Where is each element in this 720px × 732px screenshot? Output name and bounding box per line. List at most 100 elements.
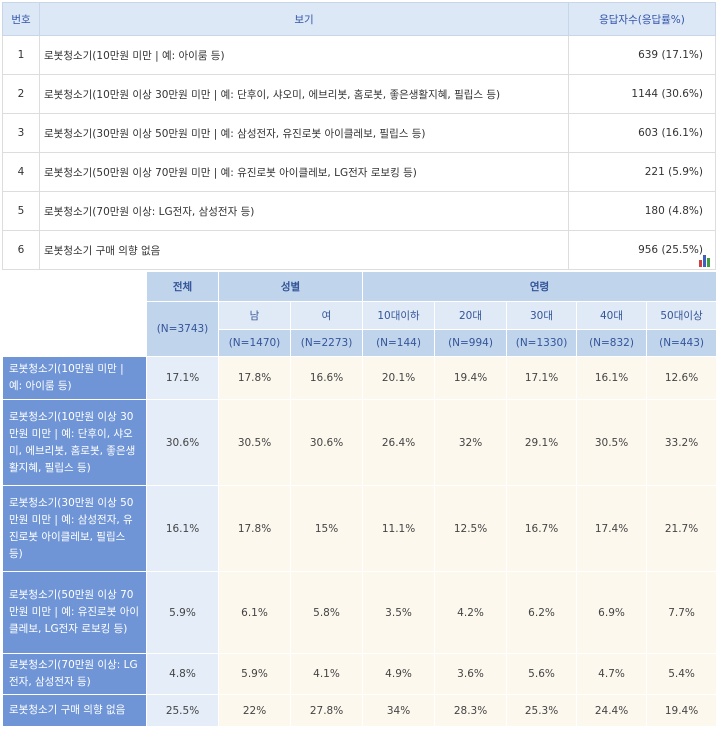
cell-value: 7.7%	[646, 571, 718, 654]
cell-value: 32%	[434, 399, 508, 486]
cell-value: 22%	[218, 694, 291, 727]
column-n: (N=832)	[576, 329, 648, 357]
row-label: 로봇청소기(10만원 이상 30만원 미만 | 예: 단후이, 샤오미, 에브리…	[2, 399, 147, 486]
summary-count: 180 (4.8%)	[568, 191, 716, 231]
total-header: 전체	[146, 271, 219, 302]
summary-option: 로봇청소기 구매 의향 없음	[39, 230, 569, 270]
crosstab-row: 로봇청소기 구매 의향 없음 25.5% 22% 27.8% 34% 28.3% 25.3%…	[2, 694, 718, 727]
cell-value: 33.2%	[646, 399, 718, 486]
age-header: 연령	[362, 271, 718, 302]
cell-value: 4.7%	[576, 653, 648, 695]
column-label: 50대이상	[646, 301, 718, 330]
row-label: 로봇청소기(50만원 이상 70만원 미만 | 예: 유진로봇 아이클레보, L…	[2, 571, 147, 654]
cell-value: 25.3%	[506, 694, 578, 727]
cell-value: 6.9%	[576, 571, 648, 654]
summary-row: 5 로봇청소기(70만원 이상: LG전자, 삼성전자 등) 180 (4.8%)	[2, 191, 716, 231]
cell-value: 5.4%	[646, 653, 718, 695]
summary-option: 로봇청소기(10만원 이상 30만원 미만 | 예: 단후이, 샤오미, 에브리…	[39, 74, 569, 114]
row-label: 로봇청소기 구매 의향 없음	[2, 694, 147, 727]
summary-count: 221 (5.9%)	[568, 152, 716, 192]
cell-value: 19.4%	[646, 694, 718, 727]
total-value: 30.6%	[146, 399, 219, 486]
column-n: (N=144)	[362, 329, 436, 357]
crosstab-label-row: (N=3743) 남 여 10대이하 20대 30대 40대 50대이상	[3, 301, 718, 357]
column-label: 40대	[576, 301, 648, 330]
summary-row: 3 로봇청소기(30만원 이상 50만원 미만 | 예: 삼성전자, 유진로봇 아…	[2, 113, 716, 153]
cell-value: 26.4%	[362, 399, 436, 486]
cell-value: 17.8%	[218, 356, 291, 400]
summary-no: 3	[2, 113, 40, 153]
total-value: 4.8%	[146, 653, 219, 695]
crosstab-row: 로봇청소기(10만원 이상 30만원 미만 | 예: 단후이, 샤오미, 에브리…	[2, 399, 718, 486]
column-label: 20대	[434, 301, 508, 330]
column-label: 30대	[506, 301, 578, 330]
summary-no: 6	[2, 230, 40, 270]
summary-row: 1 로봇청소기(10만원 미만 | 예: 아이룸 등) 639 (17.1%)	[2, 35, 716, 75]
cell-value: 17.4%	[576, 485, 648, 572]
summary-count: 1144 (30.6%)	[568, 74, 716, 114]
cell-value: 21.7%	[646, 485, 718, 572]
header-no: 번호	[2, 2, 40, 36]
total-value: 16.1%	[146, 485, 219, 572]
column-n: (N=2273)	[289, 329, 364, 357]
summary-no: 4	[2, 152, 40, 192]
summary-option: 로봇청소기(70만원 이상: LG전자, 삼성전자 등)	[39, 191, 569, 231]
cell-value: 11.1%	[362, 485, 436, 572]
crosstab-row: 로봇청소기(30만원 이상 50만원 미만 | 예: 삼성전자, 유진로봇 아이…	[2, 485, 718, 572]
summary-no: 2	[2, 74, 40, 114]
cell-value: 27.8%	[289, 694, 364, 727]
cell-value: 4.9%	[362, 653, 436, 695]
crosstab-row: 로봇청소기(50만원 이상 70만원 미만 | 예: 유진로봇 아이클레보, L…	[2, 571, 718, 654]
header-count: 응답자수(응답률%)	[568, 2, 716, 36]
summary-option: 로봇청소기(50만원 이상 70만원 미만 | 예: 유진로봇 아이클레보, L…	[39, 152, 569, 192]
cell-value: 17.1%	[506, 356, 578, 400]
cell-value: 3.6%	[434, 653, 508, 695]
column-n: (N=994)	[434, 329, 508, 357]
cell-value: 30.5%	[218, 399, 291, 486]
total-value: 5.9%	[146, 571, 219, 654]
summary-row: 2 로봇청소기(10만원 이상 30만원 미만 | 예: 단후이, 샤오미, 에브…	[2, 74, 716, 114]
total-n: (N=3743)	[146, 301, 219, 357]
cell-value: 29.1%	[506, 399, 578, 486]
total-value: 17.1%	[146, 356, 219, 400]
column-n: (N=1470)	[218, 329, 291, 357]
cell-value: 4.2%	[434, 571, 508, 654]
column-n: (N=1330)	[506, 329, 578, 357]
row-label: 로봇청소기(10만원 미만 | 예: 아이룸 등)	[2, 356, 147, 400]
cell-value: 19.4%	[434, 356, 508, 400]
column-label: 남	[218, 301, 291, 330]
crosstab-row: 로봇청소기(70만원 이상: LG전자, 삼성전자 등) 4.8% 5.9% 4.1%…	[2, 653, 718, 695]
cell-value: 5.8%	[289, 571, 364, 654]
cell-value: 3.5%	[362, 571, 436, 654]
header-option: 보기	[39, 2, 569, 36]
crosstab-group-row: 전체 성별 연령	[2, 271, 718, 357]
crosstab-n-row: (N=1470) (N=2273) (N=144) (N=994) (N=1330) (N…	[3, 329, 718, 357]
cell-value: 6.1%	[218, 571, 291, 654]
corner-blank	[2, 271, 147, 357]
total-value: 25.5%	[146, 694, 219, 727]
summary-no: 5	[2, 191, 40, 231]
column-label: 10대이하	[362, 301, 436, 330]
cell-value: 30.5%	[576, 399, 648, 486]
cell-value: 30.6%	[289, 399, 364, 486]
bar-chart-icon[interactable]	[698, 255, 712, 267]
cell-value: 12.5%	[434, 485, 508, 572]
cell-value: 6.2%	[506, 571, 578, 654]
gender-header: 성별	[217, 271, 364, 302]
column-n: (N=443)	[646, 329, 718, 357]
cell-value: 5.9%	[218, 653, 291, 695]
cell-value: 5.6%	[506, 653, 578, 695]
summary-count: 639 (17.1%)	[568, 35, 716, 75]
cell-value: 16.6%	[289, 356, 364, 400]
cell-value: 20.1%	[362, 356, 436, 400]
cell-value: 24.4%	[576, 694, 648, 727]
row-label: 로봇청소기(30만원 이상 50만원 미만 | 예: 삼성전자, 유진로봇 아이…	[2, 485, 147, 572]
cell-value: 15%	[289, 485, 364, 572]
summary-no: 1	[2, 35, 40, 75]
crosstab-table: 전체 성별 연령 (N=3743) 남 여 10대이하 20대 30대 40대 50대이상 …	[2, 271, 718, 727]
summary-row: 6 로봇청소기 구매 의향 없음 956 (25.5%)	[2, 230, 716, 270]
cell-value: 16.1%	[576, 356, 648, 400]
summary-option: 로봇청소기(10만원 미만 | 예: 아이룸 등)	[39, 35, 569, 75]
cell-value: 34%	[362, 694, 436, 727]
column-label: 여	[289, 301, 364, 330]
